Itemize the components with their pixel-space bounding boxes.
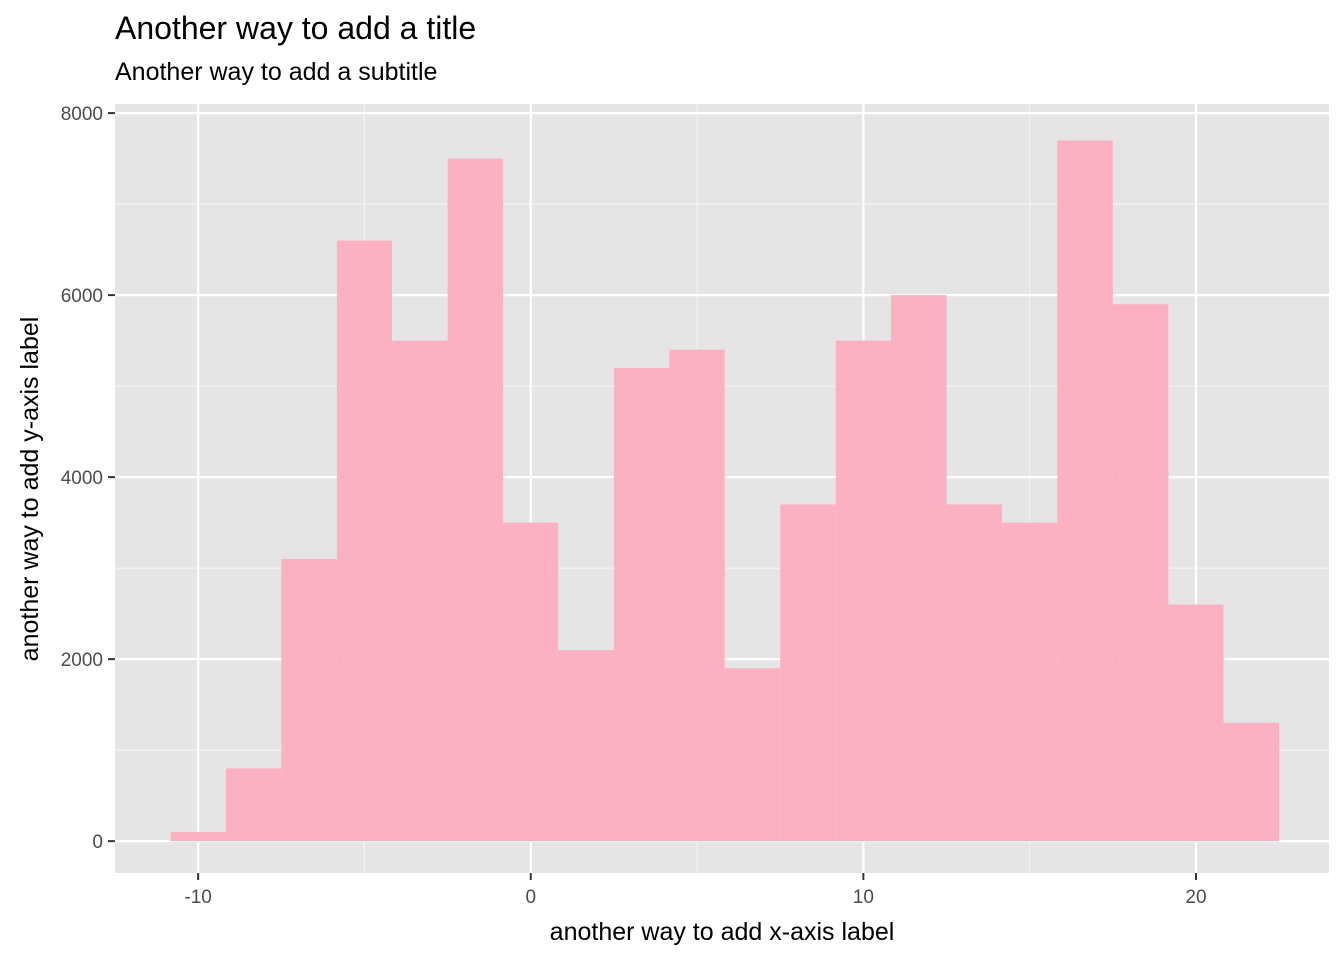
histogram-bar-19 (1223, 722, 1280, 842)
histogram-bar-8 (613, 367, 670, 842)
histogram-bars (170, 140, 1280, 842)
histogram-bar-14 (946, 504, 1003, 842)
histogram-bar-2 (281, 559, 337, 842)
histogram-bar-6 (503, 522, 559, 842)
chart-title: Another way to add a title (115, 10, 477, 46)
histogram-bar-0 (170, 832, 226, 842)
histogram-bar-11 (780, 504, 836, 842)
y-axis: 0 2000 4000 6000 8000 (61, 104, 115, 853)
histogram-bar-15 (1002, 522, 1058, 842)
histogram-bar-9 (669, 349, 725, 842)
x-tick-label: 10 (853, 887, 874, 908)
y-tick-label: 8000 (61, 104, 103, 125)
histogram-bar-3 (336, 240, 393, 842)
x-tick-label: -10 (184, 887, 211, 908)
x-tick-label: 20 (1185, 887, 1206, 908)
histogram-bar-1 (225, 768, 282, 842)
y-tick-label: 0 (92, 832, 103, 853)
y-tick-label: 4000 (61, 468, 103, 489)
histogram-bar-7 (558, 650, 614, 842)
histogram-bar-4 (392, 340, 448, 842)
histogram-bar-16 (1057, 140, 1113, 842)
histogram-bar-18 (1168, 604, 1224, 842)
histogram-bar-17 (1112, 304, 1169, 842)
histogram-bar-10 (724, 668, 781, 842)
y-tick-label: 2000 (61, 650, 103, 671)
x-axis: -10 0 10 20 (184, 873, 1207, 908)
y-tick-label: 6000 (61, 286, 103, 307)
histogram-bar-5 (447, 158, 504, 842)
histogram-bar-12 (835, 340, 891, 842)
y-axis-title: another way to add y-axis label (16, 317, 44, 662)
histogram-bar-13 (890, 295, 947, 842)
chart-subtitle: Another way to add a subtitle (115, 58, 438, 86)
x-tick-label: 0 (525, 887, 536, 908)
x-axis-title: another way to add x-axis label (550, 918, 895, 946)
